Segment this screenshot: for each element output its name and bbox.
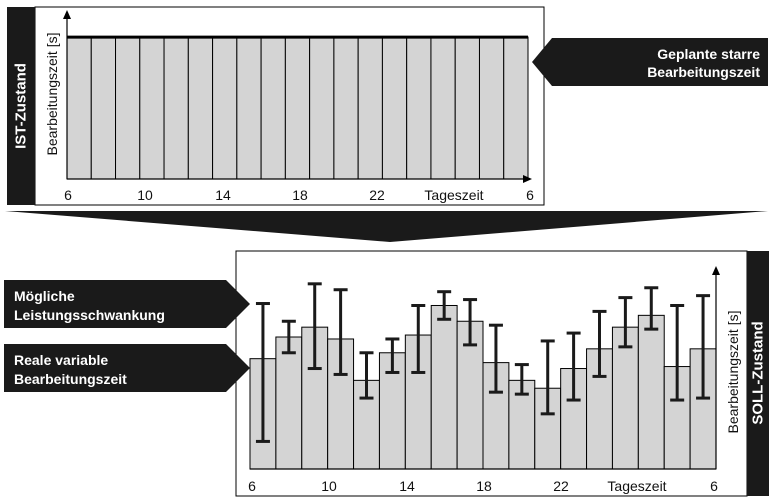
- ist-bar: [406, 36, 432, 180]
- ist-bar: [381, 36, 408, 180]
- ist-bar: [90, 36, 117, 180]
- soll-state-label: SOLL-Zustand: [750, 321, 767, 424]
- ist-bar-group: [66, 35, 529, 180]
- ist-bar: [139, 36, 165, 180]
- soll-callout-top-line1: Mögliche: [14, 288, 75, 304]
- ist-callout-line1: Geplante starre: [657, 46, 760, 62]
- ist-x-axis-arrow: [523, 175, 532, 183]
- ist-bar: [503, 36, 529, 180]
- soll-panel: SOLL-Zustand Bearbeitungszeit [s] 6 10 1…: [4, 250, 769, 497]
- ist-bar: [66, 36, 92, 180]
- soll-callout-bottom-line1: Reale variable: [14, 352, 108, 368]
- ist-state-band: [7, 7, 35, 205]
- ist-bar: [284, 36, 311, 180]
- ist-bar: [260, 36, 286, 180]
- ist-callout-box: [532, 38, 768, 86]
- ist-bar: [236, 36, 262, 180]
- ist-tick-label: 10: [137, 187, 153, 203]
- soll-state-band: [747, 251, 769, 496]
- ist-bar: [454, 36, 480, 180]
- ist-x-axis-label: Tageszeit: [424, 187, 483, 203]
- ist-bar: [357, 36, 383, 180]
- ist-tick-label: 22: [369, 187, 385, 203]
- soll-y-axis-arrow: [712, 266, 720, 275]
- soll-tick-label: 22: [553, 478, 569, 494]
- ist-panel: IST-Zustand Bearbeitungszeit [s] 6 10 14…: [7, 6, 768, 206]
- ist-state-label: IST-Zustand: [13, 63, 30, 149]
- soll-tick-label: 6: [710, 478, 718, 494]
- funnel-connector: [5, 211, 768, 242]
- ist-bar: [187, 36, 214, 180]
- soll-tick-label: 18: [476, 478, 492, 494]
- ist-bar: [309, 36, 335, 180]
- soll-tick-label: 10: [321, 478, 337, 494]
- ist-bar: [115, 36, 141, 180]
- soll-tick-label: 6: [248, 478, 256, 494]
- soll-callout-bottom-line2: Bearbeitungszeit: [14, 371, 127, 387]
- ist-y-axis-arrow: [63, 10, 71, 19]
- ist-y-axis-label: Bearbeitungszeit [s]: [44, 33, 60, 156]
- soll-bar-group: [249, 282, 717, 470]
- ist-bar: [163, 36, 189, 180]
- soll-bar: [637, 314, 665, 470]
- ist-tick-label: 6: [64, 187, 72, 203]
- soll-callout-top-line2: Leistungsschwankung: [14, 307, 165, 323]
- ist-tick-label: 18: [292, 187, 308, 203]
- soll-x-axis-label: Tageszeit: [607, 478, 666, 494]
- ist-callout-line2: Bearbeitungszeit: [647, 64, 760, 80]
- ist-tick-label: 14: [215, 187, 231, 203]
- ist-bar: [212, 36, 238, 180]
- soll-bar: [430, 304, 458, 470]
- soll-tick-label: 14: [399, 478, 415, 494]
- soll-callout-bottom-box: [4, 344, 250, 392]
- soll-bar: [611, 326, 639, 470]
- ist-bar: [478, 36, 505, 180]
- soll-callout-top-box: [4, 280, 250, 328]
- soll-bar: [275, 336, 303, 470]
- ist-bar: [430, 36, 456, 180]
- ist-bar: [333, 36, 359, 180]
- soll-y-axis-label: Bearbeitungszeit [s]: [725, 311, 741, 434]
- ist-tick-label: 6: [526, 187, 534, 203]
